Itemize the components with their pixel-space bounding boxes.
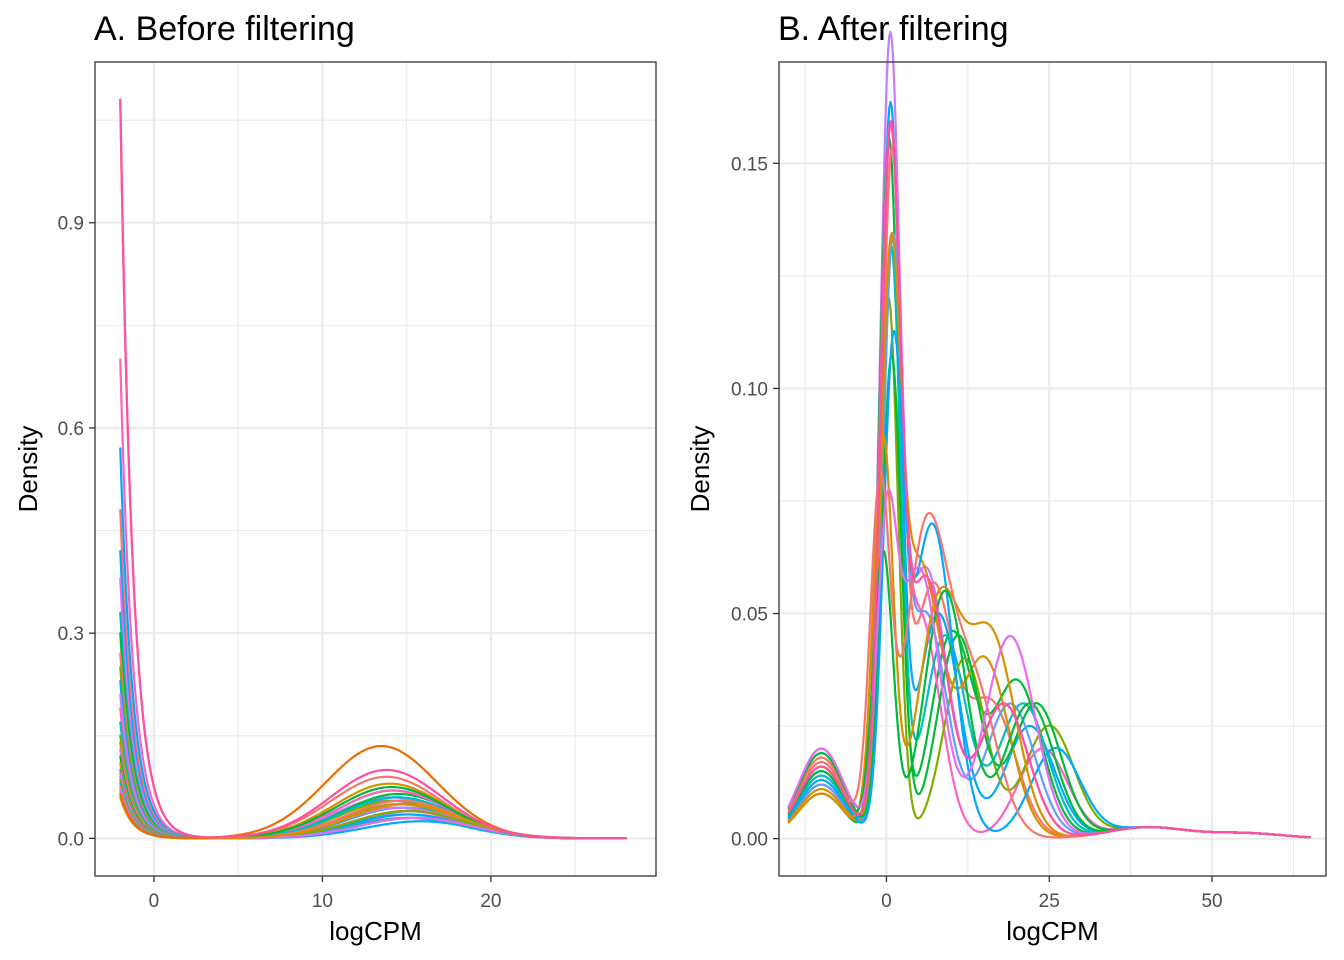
panel-b-y-axis-title: Density	[685, 426, 715, 513]
panel-b-y-tick-label: 0.10	[731, 379, 768, 400]
panel-a-density-line-s1	[119, 98, 627, 840]
panel-a-y-tick-label: 0.0	[58, 829, 84, 850]
panel-a-density-line-s30	[119, 98, 627, 840]
panel-a-x-axis-title: logCPM	[329, 916, 421, 946]
panel-a-border	[94, 61, 657, 877]
panel-b-y-tick-label: 0.05	[731, 605, 768, 626]
panel-b-border	[778, 61, 1327, 877]
panel-b-y-tick-label: 0.15	[731, 154, 768, 175]
panel-a-y-tick-label: 0.3	[58, 624, 84, 645]
panel-a-x-tick-label: 20	[480, 891, 501, 912]
panel-a-x-tick-label: 0	[149, 891, 160, 912]
panel-b-density-lines	[787, 30, 1311, 839]
panel-a-density-line-s2	[119, 358, 627, 840]
panel-b-x-tick-label: 0	[881, 891, 892, 912]
panel-a-density-line-s3	[119, 447, 627, 840]
panel-a-grid	[95, 62, 656, 876]
panel-a-y-tick-label: 0.6	[58, 419, 84, 440]
panel-a-density-line-s14	[119, 720, 627, 840]
panel-a-title: A. Before filtering	[94, 10, 355, 48]
panel-b-ticks: 0 25 50 0.00 0.05 0.10 0.15	[731, 154, 1223, 912]
panel-b: B. After filtering 0 25 50 0.00 0.05 0.10 0.15…	[685, 10, 1327, 946]
panel-b-x-tick-label: 50	[1201, 891, 1222, 912]
panel-b-title: B. After filtering	[778, 10, 1009, 48]
panel-a-density-lines	[119, 98, 627, 840]
panel-a-ticks: 0 10 20 0.0 0.3 0.6 0.9	[58, 214, 502, 912]
panel-a-density-line-s29	[119, 744, 627, 840]
panel-b-y-tick-label: 0.00	[731, 830, 768, 851]
panel-b-x-tick-label: 25	[1039, 891, 1060, 912]
panel-b-x-axis-title: logCPM	[1006, 916, 1098, 946]
panel-a-x-tick-label: 10	[312, 891, 333, 912]
panel-b-density-line-s16	[787, 120, 1311, 839]
panel-a-density-line-s5	[119, 549, 627, 840]
panel-a-y-tick-label: 0.9	[58, 214, 84, 235]
panel-a: A. Before filtering 0 10 20 0.0 0.3 0.6 0.9 lo…	[13, 10, 657, 946]
panel-a-y-axis-title: Density	[13, 426, 43, 513]
